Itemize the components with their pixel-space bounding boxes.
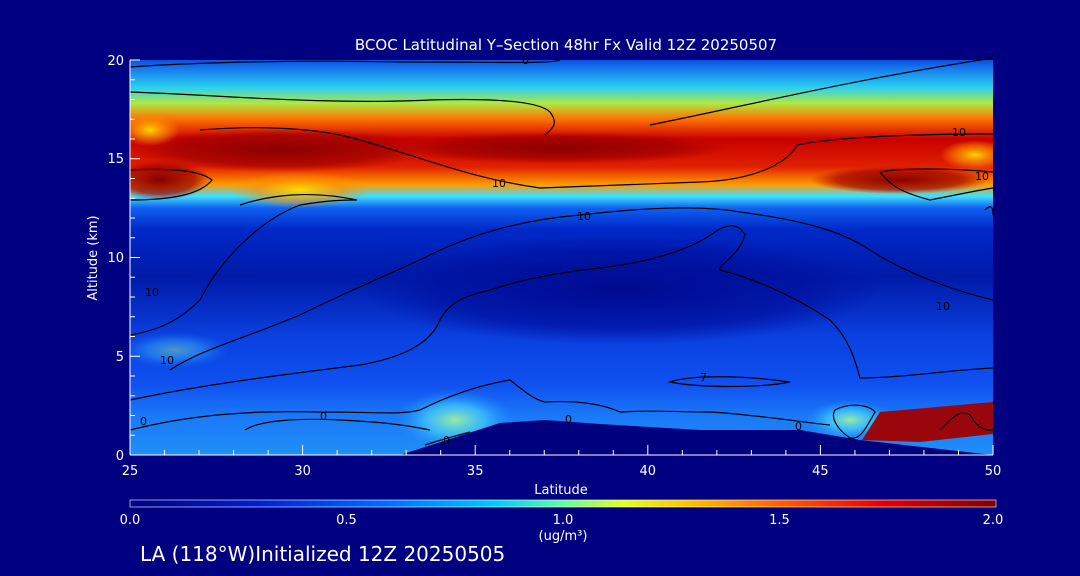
contour-label: 10 xyxy=(952,126,966,139)
plume-core-east xyxy=(810,166,990,194)
y-tick-label: 5 xyxy=(116,350,124,365)
colorbar-tick-label: 2.0 xyxy=(983,513,1004,528)
contour-upper-right xyxy=(649,57,994,126)
chart-title: BCOC Latitudinal Y–Section 48hr Fx Valid… xyxy=(355,36,777,54)
y-axis-label: Altitude (km) xyxy=(86,215,101,300)
contour-label: 10 xyxy=(160,354,174,367)
contour-10-west-loop xyxy=(129,193,358,336)
low-cyan-patch-west xyxy=(130,332,230,368)
contour-label: 10 xyxy=(145,286,159,299)
colorbar-tick-label: 1.0 xyxy=(553,513,574,528)
contour-label: 0 xyxy=(795,420,802,433)
contour-10-upper xyxy=(199,127,994,189)
plume-core-center xyxy=(390,132,730,164)
terrain xyxy=(400,420,993,455)
contour-10-east xyxy=(879,168,994,201)
contour-loop-east xyxy=(832,404,876,439)
contour-labels: 0 10 10 10 10 10 10 10 0 0 0 0 7 0 xyxy=(140,54,989,447)
x-tick-label: 25 xyxy=(122,464,139,479)
contour-label: 0 xyxy=(522,54,529,67)
contour-east-edge xyxy=(984,206,994,216)
warm-patch-corner xyxy=(130,114,180,146)
x-axis-label: Latitude xyxy=(534,483,588,498)
contour-upper-left xyxy=(129,91,555,136)
surface-plume-east xyxy=(862,402,993,442)
contour-0-surface xyxy=(424,431,471,446)
warm-patch-east xyxy=(940,140,993,170)
contour-label: 10 xyxy=(577,210,591,223)
colorbar xyxy=(129,499,997,508)
contour-label: 10 xyxy=(936,300,950,313)
colorbar-unit-label: (ug/m³) xyxy=(539,529,588,544)
contour-7-mid xyxy=(129,225,994,401)
contour-7-small-loop xyxy=(667,376,791,388)
heatmap-field xyxy=(130,60,993,455)
contour-0-top xyxy=(129,59,561,68)
contour-0-low-inner xyxy=(244,418,431,431)
colorbar-tick-label: 0.5 xyxy=(336,513,357,528)
warm-patch-west xyxy=(230,172,370,208)
contour-10-mid xyxy=(169,207,994,371)
x-tick-label: 40 xyxy=(640,464,657,479)
contour-0-low xyxy=(129,379,831,431)
x-tick-label: 35 xyxy=(467,464,484,479)
x-tick-label: 30 xyxy=(294,464,311,479)
footer-caption: LA (118°W)Initialized 12Z 20250505 xyxy=(140,542,505,566)
x-ticks xyxy=(129,445,994,455)
y-ticks xyxy=(130,59,140,456)
contour-label: 0 xyxy=(443,434,450,447)
plume-core-edge xyxy=(130,160,210,200)
contour-label: 0 xyxy=(140,415,147,428)
contour-lines xyxy=(129,57,994,446)
contour-label: 7 xyxy=(700,371,707,384)
contour-label: 10 xyxy=(975,170,989,183)
y-tick-label: 20 xyxy=(107,54,124,69)
contour-label: 0 xyxy=(320,410,327,423)
contour-label: 10 xyxy=(492,177,506,190)
contour-10-west xyxy=(129,168,213,201)
y-tick-label: 0 xyxy=(116,449,124,464)
contour-label: 0 xyxy=(565,413,572,426)
colorbar-tick-label: 1.5 xyxy=(769,513,790,528)
contour-east-surface xyxy=(939,412,994,431)
deep-interior xyxy=(360,235,880,345)
y-tick-label: 15 xyxy=(107,152,124,167)
x-tick-label: 50 xyxy=(985,464,1002,479)
x-tick-label: 45 xyxy=(812,464,829,479)
colorbar-tick-label: 0.0 xyxy=(120,513,141,528)
y-tick-label: 10 xyxy=(107,251,124,266)
